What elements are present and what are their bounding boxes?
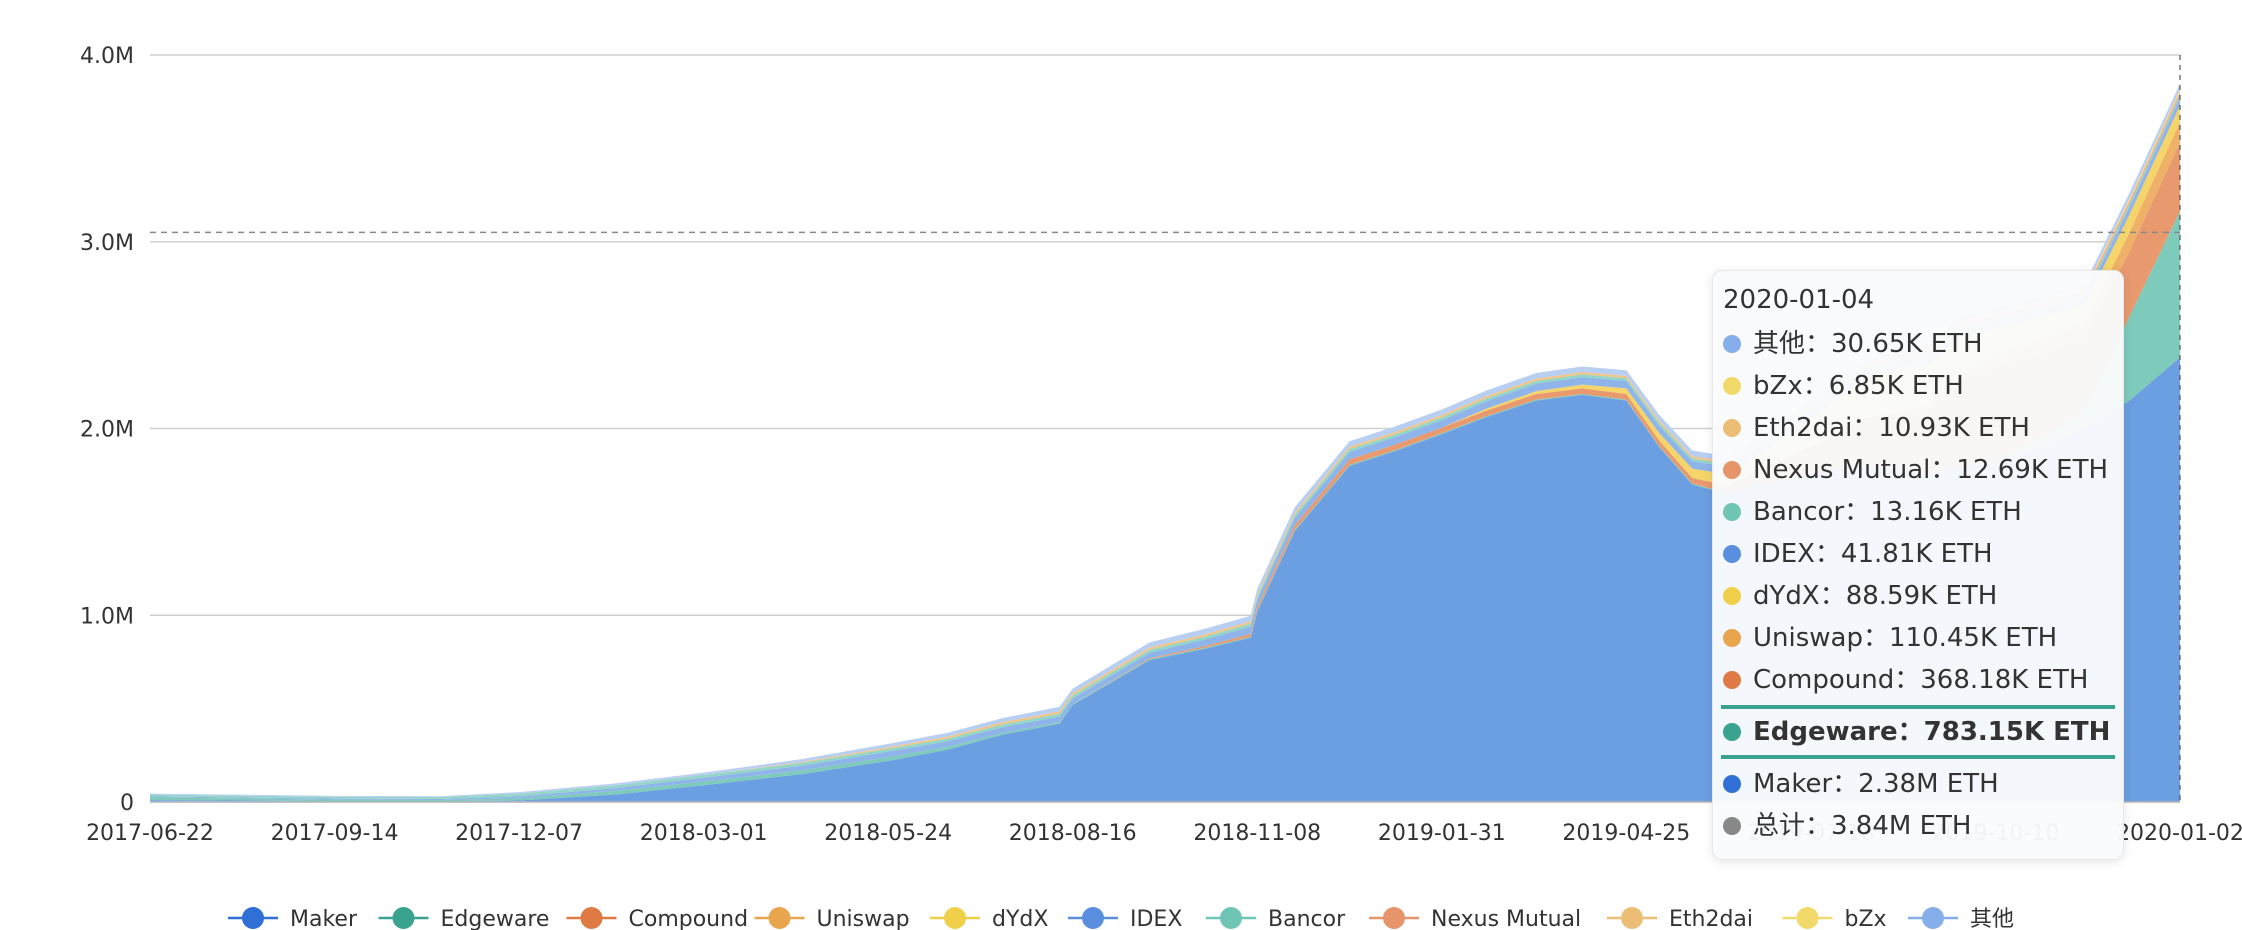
tooltip-row: Bancor：13.16K ETH: [1713, 491, 2123, 533]
x-tick-label: 2018-03-01: [640, 821, 768, 846]
x-tick-label: 2018-05-24: [824, 821, 952, 846]
legend-item-bancor[interactable]: Bancor: [1206, 907, 1346, 930]
legend-label: Edgeware: [441, 907, 550, 930]
legend-label: Maker: [290, 907, 358, 930]
x-tick-label: 2020-01-02: [2116, 821, 2242, 846]
tooltip-dot: [1723, 671, 1741, 689]
legend-label: 其他: [1970, 907, 2014, 930]
tooltip-row: 总计：3.84M ETH: [1713, 805, 2123, 847]
y-tick-label: 1.0M: [80, 604, 134, 629]
tooltip-row-text: dYdX：88.59K ETH: [1753, 581, 1998, 611]
tooltip-row: Edgeware：783.15K ETH: [1721, 705, 2115, 759]
legend-label: Nexus Mutual: [1431, 907, 1581, 930]
tooltip-dot: [1723, 377, 1741, 395]
legend-item-idex[interactable]: IDEX: [1068, 907, 1182, 930]
tooltip-row-text: Compound：368.18K ETH: [1753, 665, 2089, 695]
legend-label: IDEX: [1130, 907, 1182, 930]
chart-tooltip: 2020-01-04 其他：30.65K ETH bZx：6.85K ETH Eth…: [1712, 270, 2124, 860]
area-maker: [150, 357, 2180, 802]
legend-label: Uniswap: [817, 907, 910, 930]
reference-line: [150, 55, 2181, 802]
x-tick-label: 2019-04-25: [1562, 821, 1690, 846]
tooltip-date: 2020-01-04: [1723, 285, 1875, 315]
legend-label: dYdX: [992, 907, 1048, 930]
tooltip-dot: [1723, 545, 1741, 563]
legend-dot-symbol: [1621, 907, 1643, 929]
legend-dot-symbol: [580, 907, 603, 929]
x-tick-label: 2018-11-08: [1193, 821, 1321, 846]
legend-item-uniswap[interactable]: Uniswap: [754, 907, 910, 930]
x-tick-label: 2019-01-31: [1378, 821, 1506, 846]
tooltip-row: Uniswap：110.45K ETH: [1713, 617, 2123, 659]
tooltip-dot: [1723, 587, 1741, 605]
x-tick-label: 2018-08-16: [1009, 821, 1137, 846]
tooltip-dot: [1723, 723, 1741, 741]
legend-label: Bancor: [1268, 907, 1346, 930]
tooltip-row: Nexus Mutual：12.69K ETH: [1713, 449, 2123, 491]
y-tick-label: 0: [120, 791, 134, 816]
legend-dot-symbol: [1796, 907, 1819, 929]
legend-item-eth2dai[interactable]: Eth2dai: [1607, 907, 1753, 930]
legend-label: Eth2dai: [1669, 907, 1753, 930]
legend-item-compound[interactable]: Compound: [566, 907, 749, 930]
y-tick-label: 4.0M: [80, 44, 134, 69]
legend-dot-symbol: [1220, 907, 1242, 929]
legend-item-dydx[interactable]: dYdX: [930, 907, 1048, 930]
tooltip-dot: [1723, 419, 1741, 437]
legend-item-nexus-mutual[interactable]: Nexus Mutual: [1369, 907, 1581, 930]
legend-dot-symbol: [768, 907, 791, 929]
tooltip-row-text: Uniswap：110.45K ETH: [1753, 623, 2058, 653]
tooltip-dot: [1723, 775, 1741, 793]
tooltip-dot: [1723, 629, 1741, 647]
tooltip-row: Compound：368.18K ETH: [1713, 659, 2123, 701]
legend-dot-symbol: [242, 907, 264, 929]
tooltip-row: IDEX：41.81K ETH: [1713, 533, 2123, 575]
legend-dot-symbol: [1383, 907, 1405, 929]
tooltip-row-text: 其他：30.65K ETH: [1753, 329, 1983, 359]
chart-legend[interactable]: Maker Edgeware Compound Uniswap dYdX IDEX Banc…: [228, 907, 2014, 930]
tooltip-row-text: Bancor：13.16K ETH: [1753, 497, 2022, 527]
tooltip-dot: [1723, 817, 1741, 835]
legend-label: Compound: [629, 907, 749, 930]
tooltip-row: 其他：30.65K ETH: [1713, 323, 2123, 365]
tooltip-dot: [1723, 503, 1741, 521]
tooltip-row-text: Maker：2.38M ETH: [1753, 769, 1999, 799]
tooltip-row-text: Edgeware：783.15K ETH: [1753, 717, 2111, 747]
y-axis: 0 1.0M 2.0M 3.0M 4.0M: [80, 44, 134, 816]
tooltip-row-text: IDEX：41.81K ETH: [1753, 539, 1993, 569]
x-tick-label: 2017-06-22: [86, 821, 214, 846]
tooltip-dot: [1723, 461, 1741, 479]
tooltip-row-text: bZx：6.85K ETH: [1753, 371, 1964, 401]
legend-dot-symbol: [392, 907, 415, 929]
legend-item-其他[interactable]: 其他: [1908, 907, 2014, 930]
legend-dot-symbol: [1082, 907, 1104, 929]
tooltip-row-text: 总计：3.84M ETH: [1753, 811, 1972, 841]
tooltip-rows: 其他：30.65K ETH bZx：6.85K ETH Eth2dai：10.93K…: [1713, 323, 2123, 847]
x-tick-label: 2017-09-14: [271, 821, 399, 846]
tooltip-row: Maker：2.38M ETH: [1713, 763, 2123, 805]
tooltip-row-text: Eth2dai：10.93K ETH: [1753, 413, 2030, 443]
legend-dot-symbol: [944, 907, 966, 929]
y-tick-label: 2.0M: [80, 418, 134, 443]
tooltip-row-text: Nexus Mutual：12.69K ETH: [1753, 455, 2109, 485]
tooltip-dot: [1723, 335, 1741, 353]
tooltip-row: dYdX：88.59K ETH: [1713, 575, 2123, 617]
tooltip-row: bZx：6.85K ETH: [1713, 365, 2123, 407]
legend-item-bzx[interactable]: bZx: [1782, 907, 1887, 930]
y-tick-label: 3.0M: [80, 231, 134, 256]
tooltip-row: Eth2dai：10.93K ETH: [1713, 407, 2123, 449]
legend-item-edgeware[interactable]: Edgeware: [378, 907, 550, 930]
x-tick-label: 2017-12-07: [455, 821, 583, 846]
legend-item-maker[interactable]: Maker: [228, 907, 358, 930]
legend-label: bZx: [1845, 907, 1887, 930]
legend-dot-symbol: [1922, 907, 1944, 929]
